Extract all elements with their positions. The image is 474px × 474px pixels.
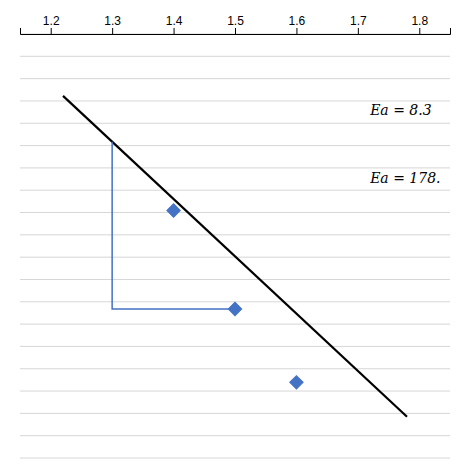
line [63, 96, 407, 417]
plot: 1.2 1.3 1.4 1.5 1.6 1.7 1.8 Ea = 8.3 Ea = 178. [20, 14, 451, 458]
point [167, 204, 180, 217]
tick-label: 1.7 [350, 14, 367, 28]
point [290, 376, 303, 389]
grid-line [20, 279, 450, 280]
grid-line [20, 123, 450, 124]
tick-mark [419, 28, 420, 34]
grid-line [20, 145, 450, 146]
axis-line [21, 28, 451, 35]
tick: 1.4 [166, 14, 183, 34]
x-axis: 1.2 1.3 1.4 1.5 1.6 1.7 1.8 [21, 14, 451, 35]
tick: 1.3 [104, 14, 121, 34]
grid-line [20, 324, 450, 325]
grid [20, 34, 450, 458]
grid-line [20, 368, 450, 369]
tick-label: 1.8 [411, 14, 428, 28]
tick-label: 1.2 [43, 14, 60, 28]
grid-line [20, 167, 450, 168]
grid-line [20, 212, 450, 213]
tick-label: 1.6 [289, 14, 306, 28]
marks [63, 96, 407, 417]
grid-line [20, 346, 450, 347]
tick-mark [296, 28, 297, 34]
grid-line [20, 435, 450, 436]
tick: 1.6 [289, 14, 306, 34]
tick-mark [112, 28, 113, 34]
grid-line [20, 78, 450, 79]
tick-mark [235, 28, 236, 34]
tick-label: 1.3 [104, 14, 121, 28]
chart: 1.2 1.3 1.4 1.5 1.6 1.7 1.8 Ea = 8.3 Ea = 178. [0, 0, 474, 474]
grid-line [20, 413, 450, 414]
tick: 1.8 [411, 14, 428, 34]
grid-line [20, 458, 450, 459]
line [112, 142, 235, 309]
annotation: Ea = 8.3 [369, 102, 432, 118]
grid-line [20, 391, 450, 392]
tick: 1.5 [227, 14, 244, 34]
tick-label: 1.4 [166, 14, 183, 28]
grid-line [20, 56, 450, 57]
annotation: Ea = 178. [369, 170, 440, 186]
tick-mark [358, 28, 359, 34]
grid-line [20, 190, 450, 191]
point [228, 302, 241, 315]
annotations: Ea = 8.3 Ea = 178. [369, 102, 440, 187]
tick: 1.2 [43, 14, 60, 34]
tick-label: 1.5 [227, 14, 244, 28]
tick-mark [51, 28, 52, 34]
grid-line [20, 234, 450, 235]
tick: 1.7 [350, 14, 367, 34]
tick-mark [174, 28, 175, 34]
